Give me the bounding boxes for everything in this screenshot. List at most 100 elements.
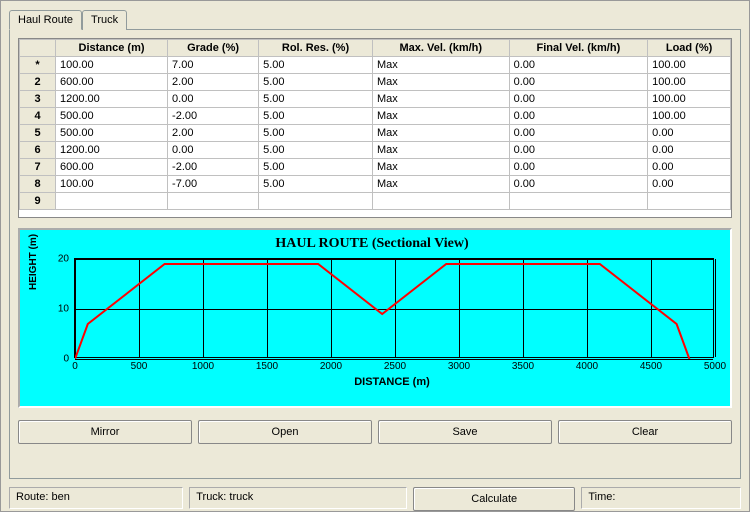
table-row[interactable]: 2600.002.005.00Max0.00100.00 [20,74,731,91]
cell[interactable]: 600.00 [56,159,168,176]
status-time: Time: [581,487,741,509]
cell[interactable]: 100.00 [56,176,168,193]
table-row[interactable]: 31200.000.005.00Max0.00100.00 [20,91,731,108]
cell[interactable]: 5.00 [259,142,373,159]
cell[interactable]: 0.00 [509,57,648,74]
x-tick-label: 3500 [512,361,534,372]
tab-haul-route[interactable]: Haul Route [9,10,82,30]
row-header: 5 [20,125,56,142]
table-row[interactable]: 7600.00-2.005.00Max0.000.00 [20,159,731,176]
cell[interactable]: 600.00 [56,74,168,91]
cell[interactable]: 5.00 [259,125,373,142]
cell[interactable]: 0.00 [168,91,259,108]
table-row[interactable]: *100.007.005.00Max0.00100.00 [20,57,731,74]
cell[interactable]: 100.00 [648,74,731,91]
cell[interactable]: 5.00 [259,176,373,193]
chart-title: HAUL ROUTE (Sectional View) [34,236,710,252]
cell[interactable]: 2.00 [168,74,259,91]
cell[interactable]: 0.00 [168,142,259,159]
cell[interactable]: 0.00 [509,159,648,176]
cell[interactable] [56,193,168,210]
table-row[interactable]: 8100.00-7.005.00Max0.000.00 [20,176,731,193]
cell[interactable]: Max [372,57,509,74]
x-tick-label: 2500 [384,361,406,372]
y-axis-label: HEIGHT (m) [28,234,39,290]
cell[interactable]: 0.00 [509,74,648,91]
table-row[interactable]: 5500.002.005.00Max0.000.00 [20,125,731,142]
col-header: Load (%) [648,40,731,57]
cell[interactable]: 5.00 [259,91,373,108]
corner-cell [20,40,56,57]
calculate-button[interactable]: Calculate [413,487,575,511]
chart-panel: HAUL ROUTE (Sectional View) HEIGHT (m) 0… [18,228,732,408]
cell[interactable]: 100.00 [648,91,731,108]
segments-table: Distance (m)Grade (%)Rol. Res. (%)Max. V… [18,38,732,218]
cell[interactable]: 500.00 [56,108,168,125]
x-axis-label: DISTANCE (m) [74,376,710,388]
cell[interactable]: 0.00 [509,108,648,125]
cell[interactable]: 0.00 [648,159,731,176]
table-row[interactable]: 4500.00-2.005.00Max0.00100.00 [20,108,731,125]
cell[interactable]: 100.00 [648,108,731,125]
x-tick-label: 500 [131,361,148,372]
clear-button[interactable]: Clear [558,420,732,444]
cell[interactable]: -2.00 [168,108,259,125]
table-row[interactable]: 61200.000.005.00Max0.000.00 [20,142,731,159]
cell[interactable]: 0.00 [648,125,731,142]
save-button[interactable]: Save [378,420,552,444]
row-header: 3 [20,91,56,108]
cell[interactable]: 5.00 [259,74,373,91]
cell[interactable]: Max [372,91,509,108]
x-tick-label: 1500 [256,361,278,372]
cell[interactable]: 2.00 [168,125,259,142]
cell[interactable]: Max [372,142,509,159]
col-header: Final Vel. (km/h) [509,40,648,57]
cell[interactable]: 7.00 [168,57,259,74]
cell[interactable]: Max [372,125,509,142]
mirror-button[interactable]: Mirror [18,420,192,444]
cell[interactable] [168,193,259,210]
cell[interactable]: 1200.00 [56,142,168,159]
status-truck: Truck: truck [189,487,407,509]
cell[interactable]: -2.00 [168,159,259,176]
cell[interactable]: 5.00 [259,159,373,176]
row-header: 8 [20,176,56,193]
col-header: Distance (m) [56,40,168,57]
cell[interactable]: Max [372,176,509,193]
cell[interactable] [372,193,509,210]
cell[interactable]: 0.00 [509,91,648,108]
open-button[interactable]: Open [198,420,372,444]
cell[interactable] [259,193,373,210]
cell[interactable]: 1200.00 [56,91,168,108]
cell[interactable]: -7.00 [168,176,259,193]
table-row[interactable]: 9 [20,193,731,210]
cell[interactable]: 5.00 [259,57,373,74]
col-header: Max. Vel. (km/h) [372,40,509,57]
row-header: 9 [20,193,56,210]
cell[interactable] [509,193,648,210]
gridline-h [75,359,713,360]
row-header: 4 [20,108,56,125]
main-window: Haul Route Truck Distance (m)Grade (%)Ro… [0,0,750,512]
cell[interactable]: 100.00 [56,57,168,74]
cell[interactable]: Max [372,159,509,176]
cell[interactable]: 0.00 [509,142,648,159]
tab-body: Distance (m)Grade (%)Rol. Res. (%)Max. V… [9,29,741,479]
status-row: Route: ben Truck: truck Calculate Time: [9,487,741,511]
x-tick-label: 5000 [704,361,726,372]
x-tick-label: 3000 [448,361,470,372]
row-header: 7 [20,159,56,176]
cell[interactable]: 0.00 [648,142,731,159]
cell[interactable]: 5.00 [259,108,373,125]
cell[interactable]: 0.00 [509,176,648,193]
col-header: Grade (%) [168,40,259,57]
cell[interactable]: Max [372,74,509,91]
tab-truck[interactable]: Truck [82,10,127,30]
cell[interactable]: 0.00 [648,176,731,193]
cell[interactable]: 500.00 [56,125,168,142]
cell[interactable] [648,193,731,210]
y-tick-label: 0 [63,354,69,365]
cell[interactable]: 100.00 [648,57,731,74]
cell[interactable]: Max [372,108,509,125]
cell[interactable]: 0.00 [509,125,648,142]
